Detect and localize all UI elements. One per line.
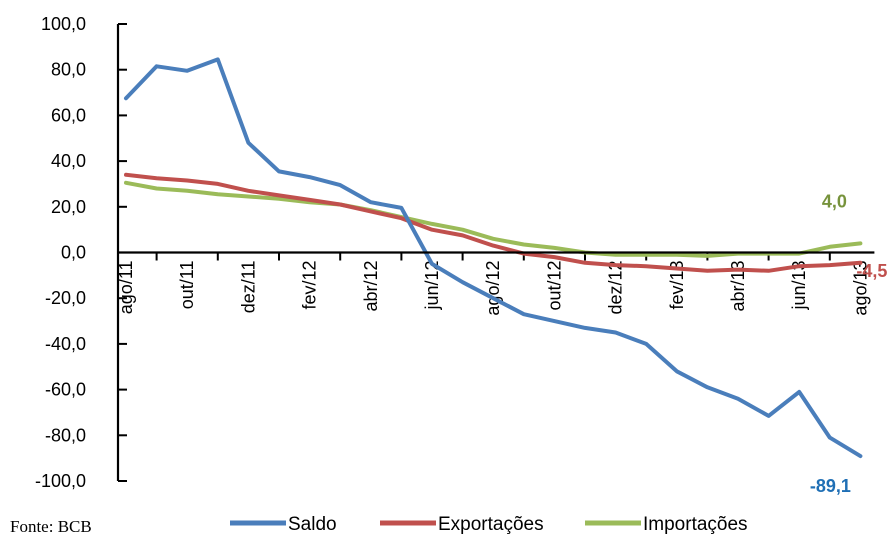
y-tick-label: 80,0 [51, 60, 86, 80]
x-tick-label: dez/12 [606, 261, 626, 315]
x-tick-label: jun/13 [789, 261, 809, 311]
y-tick-label: 60,0 [51, 105, 86, 125]
x-tick-label: dez/11 [238, 261, 258, 314]
y-tick-label: -60,0 [45, 380, 86, 400]
end-label-saldo: -89,1 [810, 476, 851, 496]
x-tick-label: fev/13 [667, 261, 687, 310]
x-tick-label: out/11 [177, 261, 197, 310]
y-tick-label: 0,0 [61, 243, 86, 263]
legend: Saldo Exportações Importações [230, 514, 748, 535]
legend-label: Saldo [288, 514, 337, 535]
y-tick-label: -40,0 [45, 334, 86, 354]
y-tick-label: 100,0 [41, 14, 86, 34]
series-line-importações [124, 180, 863, 258]
y-axis-ticks: 100,0 80,0 60,0 40,0 20,0 0,0 -20,0 -40,0 -60,0 -… [35, 14, 127, 491]
x-tick-label: fev/12 [300, 261, 320, 310]
end-label-exportações: -4,5 [856, 261, 887, 281]
legend-label: Exportações [438, 514, 544, 535]
x-axis-ticks: ago/11 out/11 dez/11 fev/12 abr/12 jun/12 ago/… [116, 252, 870, 316]
y-tick-label: -100,0 [35, 471, 86, 491]
end-value-labels: 4,0 -4,5 -89,1 [810, 191, 888, 496]
x-tick-label: ago/11 [116, 261, 136, 315]
x-tick-label: ago/12 [483, 261, 503, 316]
x-tick-label: abr/12 [361, 261, 381, 312]
series-line-exportações [124, 172, 863, 273]
y-tick-label: 20,0 [51, 197, 86, 217]
series-lines [124, 57, 863, 459]
y-tick-label: -80,0 [45, 425, 86, 445]
legend-label: Importações [643, 514, 748, 535]
x-tick-label: abr/13 [728, 261, 748, 312]
y-tick-label: 40,0 [51, 151, 86, 171]
source-note: Fonte: BCB [10, 517, 92, 536]
y-tick-label: -20,0 [45, 288, 86, 308]
x-tick-label: ago/13 [850, 261, 870, 316]
end-label-importações: 4,0 [822, 191, 847, 211]
series-line-saldo [124, 57, 863, 459]
x-tick-label: out/12 [544, 261, 564, 311]
x-tick-label: jun/12 [422, 261, 442, 311]
